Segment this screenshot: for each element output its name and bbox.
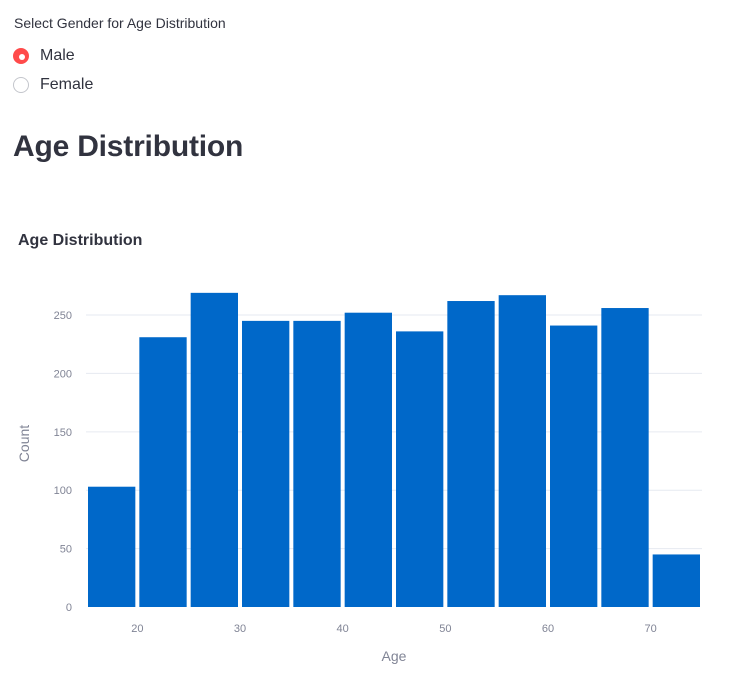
radio-label-female: Female [40,76,94,93]
histogram-bar [601,308,649,607]
grid-lines [86,314,702,550]
radio-option-male[interactable]: Male [13,47,75,65]
radio-label-male: Male [40,47,75,64]
radio-option-female[interactable]: Female [13,76,93,94]
x-tick-label: 50 [439,623,451,635]
radio-button-unselected-icon[interactable] [13,77,29,93]
age-distribution-chart: Age Distribution 0 50 100 150 200 250 20 30 40 5… [16,232,702,664]
x-tick-label: 40 [337,623,349,635]
histogram-bar [139,337,187,607]
y-axis-title: Count [16,425,32,462]
histogram-bar [396,331,444,607]
histogram-bar [550,325,598,607]
y-tick-label: 100 [54,485,72,497]
y-axis-ticks: 0 50 100 150 200 250 [54,310,72,614]
gender-radio-label: Select Gender for Age Distribution [14,15,226,31]
histogram-bar [293,320,341,607]
bars [88,292,700,607]
chart-title: Age Distribution [18,232,142,249]
y-tick-label: 0 [66,602,72,614]
y-tick-label: 250 [54,310,72,322]
histogram-bar [447,301,495,607]
y-tick-label: 50 [60,544,72,556]
page-title: Age Distribution [13,130,244,163]
x-tick-label: 30 [234,623,246,635]
histogram-bar [344,312,392,607]
x-tick-label: 60 [542,623,554,635]
y-tick-label: 150 [54,427,72,439]
x-axis-ticks: 20 30 40 50 60 70 [131,623,657,635]
histogram-bar [242,320,290,607]
y-tick-label: 200 [54,368,72,380]
histogram-bar [652,554,700,607]
histogram-bar [498,295,546,607]
histogram-bar [88,486,136,607]
radio-button-selected-icon[interactable] [13,48,29,64]
x-axis-title: Age [382,648,407,664]
x-tick-label: 70 [645,623,657,635]
x-tick-label: 20 [131,623,143,635]
histogram-bar [190,292,238,607]
